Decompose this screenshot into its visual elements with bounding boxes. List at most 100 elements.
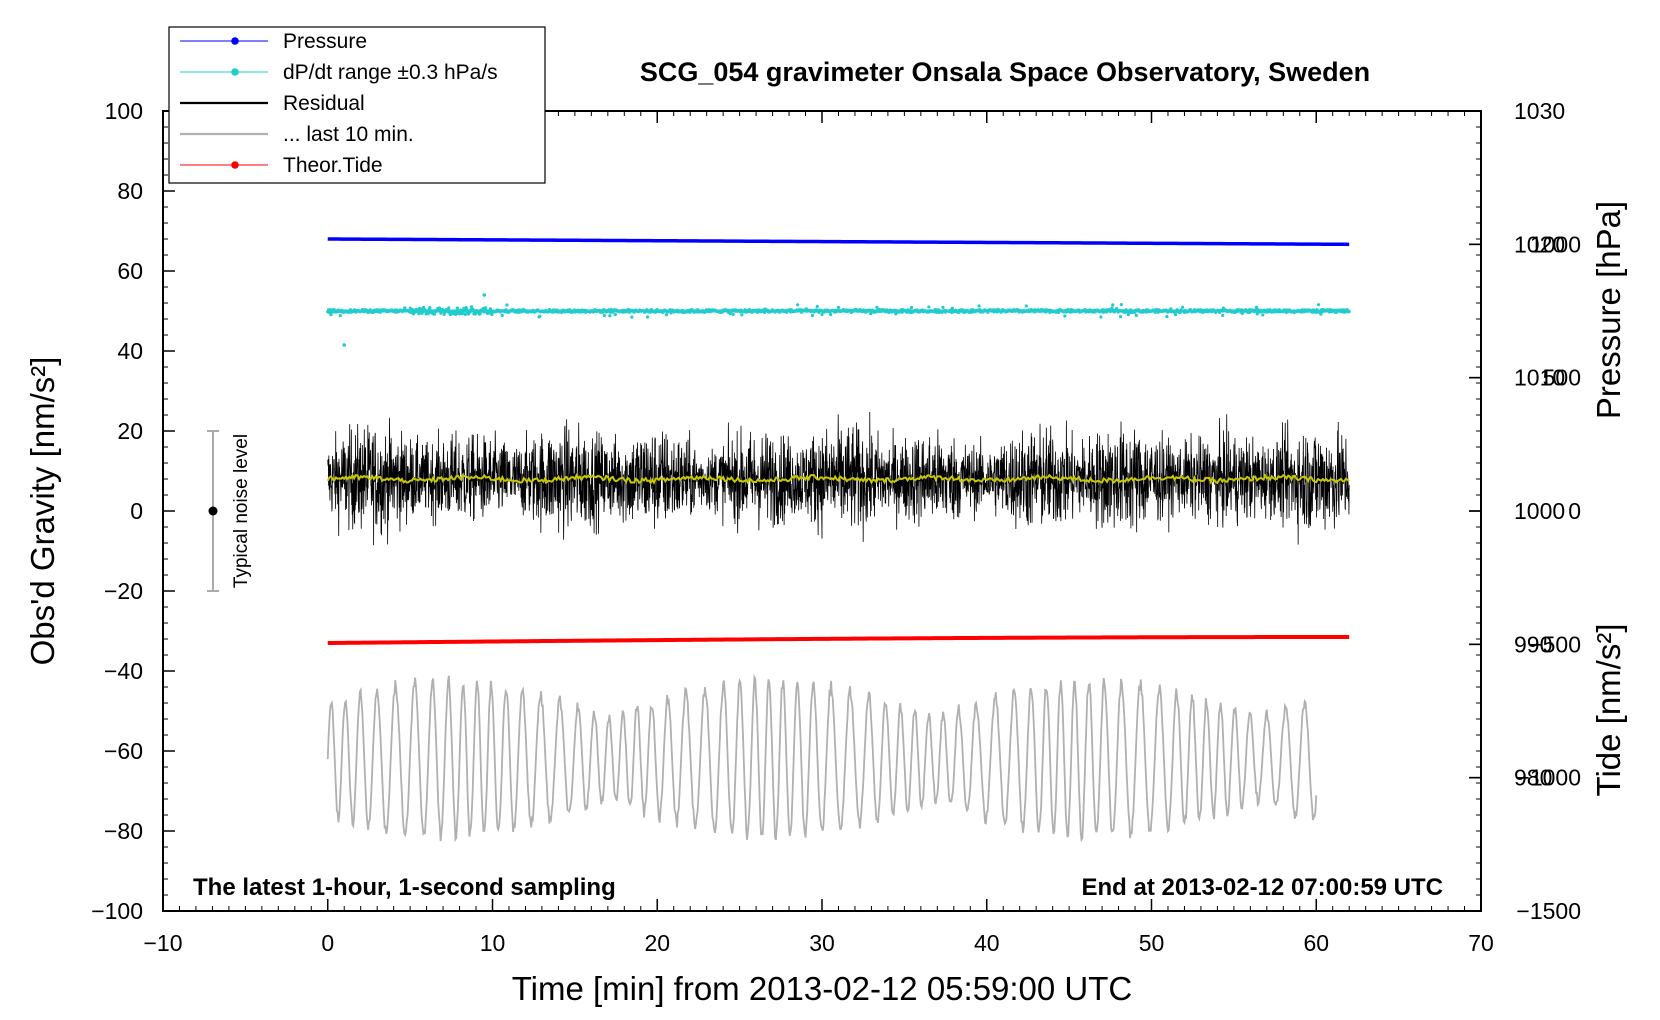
dpdt-point — [417, 312, 421, 316]
legend-item: Theor.Tide — [180, 154, 383, 177]
series-layer — [326, 237, 1351, 843]
theor-tide-line — [327, 635, 1350, 645]
x-tick-label: 50 — [1139, 930, 1165, 956]
residual-line — [327, 412, 1350, 546]
x-tick-label: −10 — [143, 930, 182, 956]
pressure-tick-label: 1000 — [1514, 498, 1565, 524]
pressure-tick-label: 1030 — [1514, 98, 1565, 124]
dpdt-point — [977, 304, 981, 308]
pressure-tick-label: 1010 — [1514, 365, 1565, 391]
dpdt-point — [473, 312, 478, 316]
dpdt-point — [815, 304, 819, 309]
legend-swatch-dot — [231, 161, 239, 169]
residual-smoothed-line — [326, 473, 1350, 486]
dpdt-point — [484, 306, 488, 310]
legend-label: dP/dt range ±0.3 hPa/s — [283, 61, 498, 84]
y-tick-label: −60 — [104, 738, 143, 764]
dpdt-point — [836, 305, 841, 310]
dpdt-outlier — [482, 293, 487, 297]
dpdt-point — [1254, 305, 1259, 309]
dpdt-point — [950, 306, 955, 310]
dpdt-point — [829, 312, 833, 317]
tide-tick-label: 500 — [1543, 365, 1581, 391]
dpdt-point — [538, 314, 542, 318]
dpdt-point — [608, 314, 612, 318]
legend-label: Theor.Tide — [283, 154, 383, 177]
dpdt-point — [458, 312, 462, 316]
tide-tick-label: −500 — [1529, 631, 1581, 657]
dpdt-point — [1099, 315, 1103, 319]
noise-bar: Typical noise level — [207, 430, 252, 592]
legend-items: Pressure dP/dt range ±0.3 hPa/s Residual..… — [180, 30, 498, 177]
x-tick-label: 10 — [480, 930, 506, 956]
dpdt-point — [463, 312, 467, 316]
dpdt-outlier — [342, 343, 347, 347]
dpdt-point — [613, 313, 617, 317]
x-tick-label: 30 — [809, 930, 835, 956]
legend-item: dP/dt range ±0.3 hPa/s — [180, 61, 498, 84]
y-tick-label: −40 — [104, 658, 143, 684]
pressure-tick-label: 980 — [1514, 765, 1552, 791]
x-tick-label: 70 — [1468, 930, 1494, 956]
dpdt-point — [1261, 313, 1265, 317]
dpdt-point — [505, 303, 509, 307]
dpdt-point — [664, 313, 669, 317]
dpdt-point — [909, 305, 914, 310]
legend-box — [168, 26, 546, 184]
dpdt-point — [490, 312, 494, 317]
dpdt-point — [1165, 315, 1169, 319]
legend-swatch-dot — [231, 37, 239, 45]
dpdt-point — [1119, 303, 1123, 307]
tide-tick-label: 0 — [1568, 498, 1581, 524]
dpdt-point — [1110, 306, 1114, 310]
dpdt-points — [326, 293, 1351, 347]
legend-swatch-dot — [231, 68, 239, 76]
dpdt-point — [447, 306, 451, 310]
axis-layer: −10 0 10 20 30 40 50 60 70−100−80−60−40−20020406… — [91, 98, 1581, 956]
dpdt-point — [433, 312, 437, 316]
y-tick-label: 40 — [117, 338, 143, 364]
note-right: End at 2013-02-12 07:00:59 UTC — [1082, 874, 1444, 901]
y-tick-label: 80 — [117, 178, 143, 204]
dpdt-point — [1134, 313, 1138, 318]
dpdt-point — [1319, 312, 1323, 316]
noise-bar-label: Typical noise level — [231, 434, 252, 588]
dpdt-point — [1173, 313, 1178, 317]
dpdt-point — [820, 312, 824, 317]
y-tick-label: 100 — [105, 98, 143, 124]
last-10-min-line — [326, 673, 1318, 843]
dpdt-point — [1118, 315, 1123, 319]
tide-axis-title: Tide [nm/s²] — [1590, 624, 1627, 797]
pressure-line — [327, 237, 1350, 247]
x-axis-title: Time [min] from 2013-02-12 05:59:00 UTC — [512, 970, 1133, 1007]
x-tick-label: 0 — [321, 930, 334, 956]
dpdt-point — [1316, 303, 1321, 307]
dpdt-point — [1024, 304, 1028, 308]
pressure-tick-label: 990 — [1514, 631, 1552, 657]
dpdt-point — [428, 306, 432, 310]
dpdt-point — [941, 305, 945, 309]
legend-item: Pressure — [180, 30, 367, 53]
pressure-tick-label: 1020 — [1514, 231, 1565, 257]
dpdt-point — [1221, 313, 1225, 318]
dpdt-point — [740, 313, 744, 317]
dpdt-point — [1126, 313, 1131, 317]
legend-item: Residual — [180, 92, 365, 115]
y-tick-label: −20 — [104, 578, 143, 604]
legend: Pressure dP/dt range ±0.3 hPa/s Residual..… — [168, 26, 546, 184]
x-tick-label: 40 — [974, 930, 1000, 956]
y-tick-label: 60 — [117, 258, 143, 284]
x-tick-label: 60 — [1303, 930, 1329, 956]
dpdt-point — [796, 303, 800, 307]
dpdt-point — [630, 315, 634, 319]
dpdt-point — [1255, 312, 1259, 316]
tide-tick-label: −1500 — [1516, 898, 1581, 924]
tide-tick-label: −1000 — [1516, 765, 1581, 791]
noise-bar-center — [208, 506, 218, 516]
legend-label: Pressure — [283, 30, 367, 53]
dpdt-point — [478, 311, 482, 316]
x-tick-label: 20 — [644, 930, 670, 956]
dpdt-point — [329, 313, 333, 317]
legend-item: ... last 10 min. — [180, 123, 414, 146]
